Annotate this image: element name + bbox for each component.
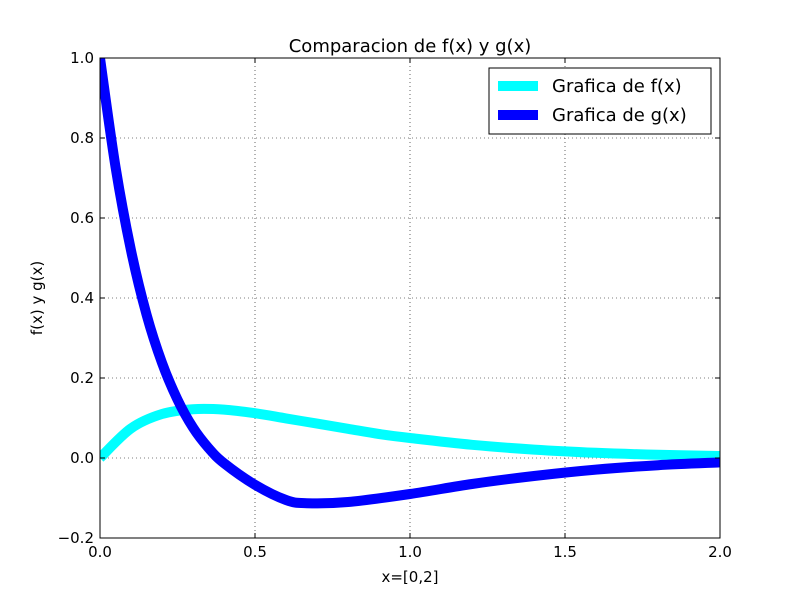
series-layer [100,58,720,509]
x-axis-label: x=[0,2] [381,568,438,586]
y-tick-label: 0.0 [70,449,94,467]
legend-label: Grafica de g(x) [552,105,687,126]
legend-box [488,67,712,135]
x-tick-label: 0.0 [88,543,112,561]
y-tick-label: 0.2 [70,369,94,387]
y-tick-label: 0.6 [70,209,94,227]
ticks: 0.0 0.5 1.0 1.5 2.0−0.20.00.20.40.60.81.0 [58,49,732,561]
y-axis-label: f(x) y g(x) [28,261,46,335]
y-tick-label: 0.8 [70,129,94,147]
legend: Grafica de f(x) Grafica de g(x) [488,67,712,135]
legend-label: Grafica de f(x) [552,76,682,97]
chart-title: Comparacion de f(x) y g(x) [289,36,532,57]
y-tick-label: 1.0 [70,49,94,67]
y-tick-label: −0.2 [58,529,94,547]
x-tick-label: 0.5 [243,543,267,561]
x-tick-label: 1.0 [398,543,422,561]
x-tick-label: 1.5 [553,543,577,561]
series-line-g [100,58,720,509]
y-tick-label: 0.4 [70,289,94,307]
x-tick-label: 2.0 [708,543,732,561]
